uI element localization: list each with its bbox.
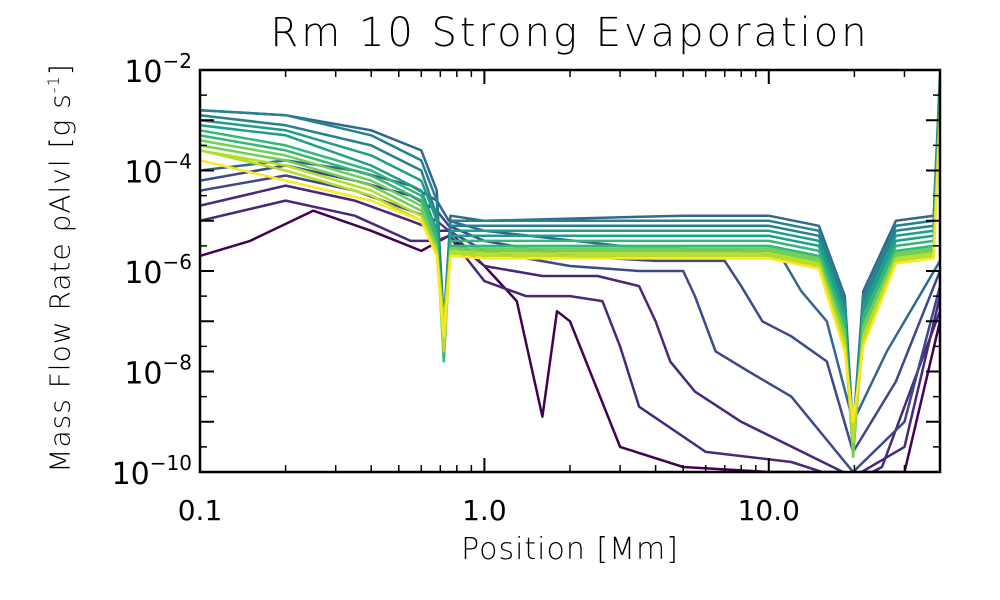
tick-labels-group: 0.1 1.0 10.010−210−410−610−810−10: [112, 49, 800, 527]
x-tick-label: 0.1: [178, 494, 223, 527]
x-axis-label: Position [Mm]: [461, 532, 679, 567]
series-group: [200, 74, 940, 472]
series-line: [200, 184, 940, 472]
series-line: [200, 80, 940, 444]
y-tick-label-exponent: −2: [163, 49, 192, 73]
series-line: [200, 90, 940, 449]
series-line: [200, 120, 940, 444]
chart-title: Rm 10 Strong Evaporation: [270, 10, 870, 56]
y-tick-label-exponent: −8: [163, 351, 192, 375]
series-line: [200, 164, 940, 454]
y-tick-label-base: 10: [124, 256, 162, 291]
series-line: [200, 110, 940, 449]
y-tick-label-base: 10: [124, 55, 162, 90]
series-line: [200, 199, 940, 472]
y-tick-label: 10−4: [124, 150, 192, 191]
y-axis-label-symbol: ρAlvl: [43, 158, 77, 233]
y-tick-label: 10−2: [124, 49, 192, 90]
series-line: [200, 120, 940, 424]
y-tick-label-base: 10: [124, 357, 162, 392]
y-tick-label: 10−8: [124, 351, 192, 392]
series-line: [200, 209, 940, 472]
series-line: [200, 100, 940, 454]
ticks-group: [199, 69, 940, 473]
y-tick-label-base: 10: [112, 457, 150, 492]
y-axis-label-unit: [g s: [43, 93, 77, 149]
y-tick-label-base: 10: [124, 156, 162, 191]
y-tick-label-exponent: −6: [163, 250, 192, 274]
y-tick-label: 10−6: [124, 250, 192, 291]
y-axis-label-close: ]: [43, 63, 77, 76]
y-axis-label-prefix: Mass Flow Rate: [43, 232, 77, 473]
series-line: [200, 100, 940, 439]
y-tick-label-exponent: −4: [163, 150, 192, 174]
series-line: [200, 115, 940, 434]
series-line: [200, 85, 940, 439]
series-line: [200, 105, 940, 459]
x-tick-label: 10.0: [738, 494, 800, 527]
series-line: [200, 74, 940, 434]
x-tick-label: 1.0: [462, 494, 507, 527]
y-tick-label-exponent: −10: [150, 451, 192, 475]
series-line: [200, 95, 940, 444]
y-tick-label: 10−10: [112, 451, 192, 492]
y-axis-label-exponent: -1: [44, 75, 64, 94]
series-line: [200, 174, 940, 472]
